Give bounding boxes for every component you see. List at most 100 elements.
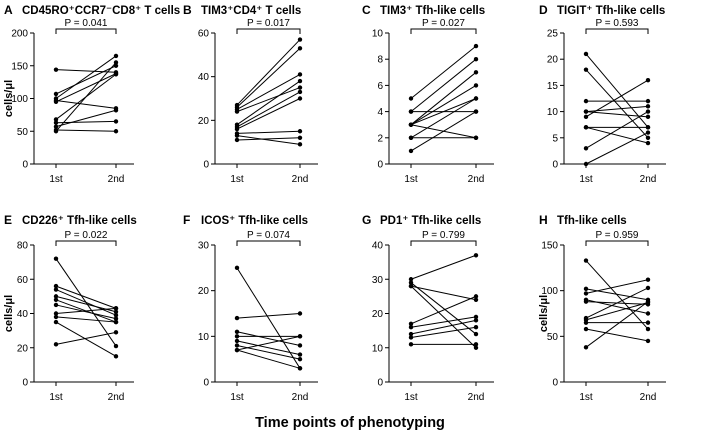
x-tick-label: 1st [404, 174, 418, 185]
data-point [645, 338, 651, 344]
data-point [645, 114, 651, 120]
paired-line [410, 319, 477, 335]
paired-line [410, 98, 477, 139]
paired-line [236, 130, 301, 134]
data-point [53, 311, 59, 316]
data-point [473, 294, 479, 299]
panel-title: PD1⁺ Tfh-like cells [380, 215, 481, 227]
y-tick-label: 0 [22, 378, 28, 389]
data-point [234, 265, 240, 271]
y-tick-label: 2 [377, 133, 383, 144]
paired-line [55, 65, 117, 95]
paired-line [585, 301, 649, 348]
p-value-label: P = 0.074 [247, 230, 290, 241]
x-tick-label: 1st [579, 392, 593, 403]
y-tick-label: 150 [541, 241, 558, 252]
data-point [583, 125, 589, 130]
y-tick-label: 10 [372, 29, 384, 40]
data-point [53, 120, 59, 125]
x-tick-label: 2nd [292, 174, 309, 185]
panel-title: CD226⁺ Tfh-like cells [22, 215, 137, 227]
paired-line [410, 285, 477, 349]
significance-bracket [410, 28, 477, 34]
panel-d: D TIGIT⁺ Tfh-like cells 0 5 10 15 20 25 1st 2nd P … [539, 3, 666, 185]
x-tick-label: 1st [230, 174, 244, 185]
y-tick-label: 80 [17, 241, 29, 252]
data-point [297, 37, 303, 42]
significance-bracket [585, 240, 649, 246]
data-point [297, 78, 303, 84]
x-tick-label: 2nd [108, 392, 125, 403]
y-tick-label: 60 [198, 29, 210, 40]
paired-line [236, 349, 301, 369]
data-point [473, 342, 479, 347]
paired-line [55, 109, 117, 128]
paired-line [410, 254, 477, 280]
data-point [113, 306, 119, 311]
data-point [645, 311, 651, 316]
paired-line [236, 313, 301, 319]
x-tick-label: 1st [230, 392, 244, 403]
y-tick-label: 150 [11, 61, 28, 72]
data-point [53, 67, 59, 72]
significance-bracket [236, 28, 301, 34]
data-point [583, 109, 589, 114]
significance-bracket [55, 28, 117, 34]
panel-letter: C [362, 3, 371, 17]
data-point [583, 299, 589, 304]
data-point [113, 53, 119, 59]
paired-line [585, 132, 649, 165]
data-point [583, 98, 589, 104]
paired-line [236, 39, 301, 106]
data-point [113, 108, 119, 113]
paired-line [585, 111, 649, 149]
y-tick-label: 20 [198, 286, 210, 297]
data-point [297, 96, 303, 101]
data-point [473, 345, 479, 350]
data-point [113, 316, 119, 321]
panel-title: CD45RO⁺CCR7⁻CD8⁺ T cells [22, 5, 180, 17]
data-point [53, 297, 59, 302]
y-tick-label: 20 [547, 55, 559, 66]
p-value-label: P = 0.593 [596, 18, 639, 29]
paired-line [585, 328, 649, 342]
data-point [297, 352, 303, 357]
paired-line [236, 137, 301, 141]
data-point [408, 280, 414, 285]
paired-line [410, 326, 477, 338]
data-point [297, 46, 303, 51]
data-point [645, 98, 651, 104]
y-axis-label: cells/μl [538, 295, 550, 332]
y-tick-label: 0 [22, 160, 28, 171]
y-tick-label: 0 [203, 160, 209, 171]
data-point [297, 343, 303, 348]
data-point [645, 299, 651, 304]
data-point [53, 129, 59, 134]
y-tick-label: 0 [377, 378, 383, 389]
paired-line [236, 80, 301, 126]
paired-line [236, 87, 301, 113]
x-tick-label: 2nd [292, 392, 309, 403]
panel-title: TIM3⁺ Tfh-like cells [380, 5, 485, 17]
paired-line [55, 69, 117, 73]
data-point [645, 277, 651, 282]
data-point [297, 334, 303, 339]
data-point [234, 133, 240, 138]
data-point [53, 314, 59, 320]
data-point [583, 67, 589, 72]
x-tick-label: 2nd [108, 174, 125, 185]
data-point [645, 130, 651, 135]
data-point [234, 347, 240, 353]
data-point [473, 43, 479, 49]
x-tick-label: 1st [49, 174, 63, 185]
data-point [297, 135, 303, 140]
y-tick-label: 100 [541, 286, 558, 297]
p-value-label: P = 0.017 [247, 18, 290, 29]
paired-line [585, 279, 649, 294]
paired-line [55, 304, 117, 320]
data-point [297, 311, 303, 316]
panel-letter: E [4, 213, 12, 227]
data-point [583, 258, 589, 263]
data-point [113, 129, 119, 134]
data-point [645, 135, 651, 140]
